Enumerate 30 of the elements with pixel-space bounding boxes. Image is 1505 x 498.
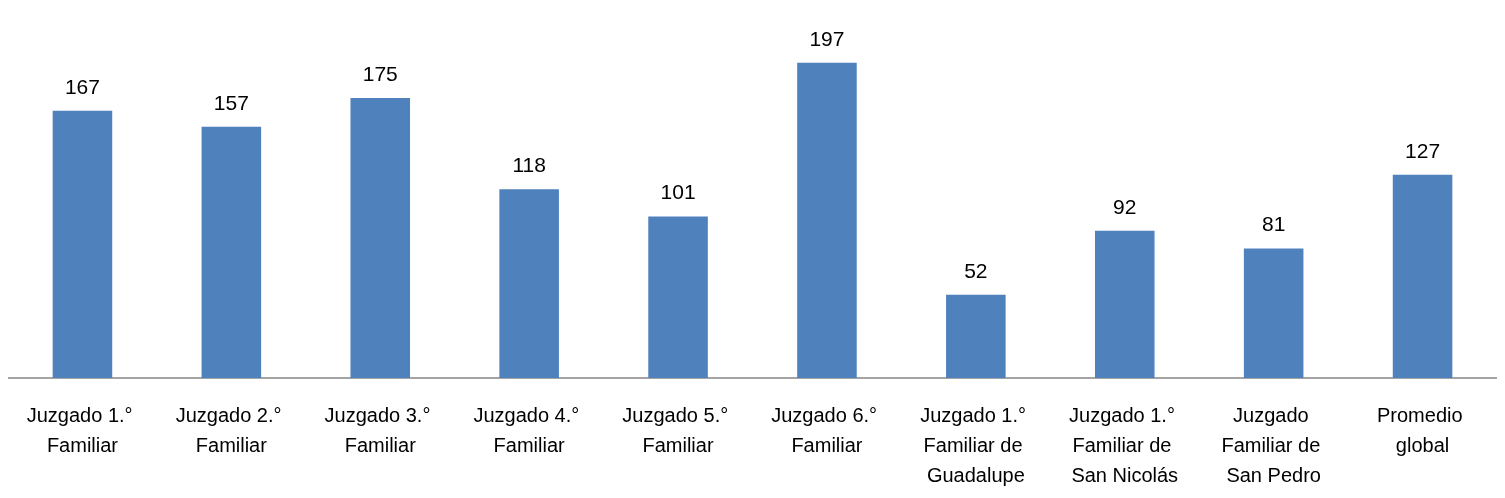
x-tick-label: Juzgado 2.° Familiar bbox=[175, 404, 288, 456]
data-label: 175 bbox=[362, 62, 398, 85]
bar bbox=[201, 126, 262, 378]
bar bbox=[1243, 248, 1304, 378]
x-tick-label: Juzgado 1.° Familiar de Guadalupe bbox=[920, 404, 1032, 486]
data-label: 197 bbox=[809, 26, 845, 50]
data-label: 92 bbox=[1113, 194, 1137, 218]
x-tick-label: Promedio global bbox=[1376, 404, 1469, 456]
x-tick-label: Juzgado 4.° Familiar bbox=[473, 404, 585, 456]
data-label: 157 bbox=[213, 90, 249, 114]
bar bbox=[52, 110, 113, 378]
data-label: 167 bbox=[64, 74, 100, 98]
x-tick-label: Juzgado 6.° Familiar bbox=[771, 404, 883, 456]
bar bbox=[499, 189, 559, 378]
bar bbox=[350, 98, 411, 378]
x-tick-label: Juzgado 5.° Familiar bbox=[622, 404, 734, 456]
bar bbox=[648, 216, 708, 378]
x-tick-label: Juzgado 1.° Familiar bbox=[26, 404, 139, 456]
bar bbox=[797, 62, 857, 378]
data-label: 52 bbox=[964, 258, 988, 282]
x-tick-label: Juzgado 3.° Familiar bbox=[324, 404, 436, 456]
data-label: 101 bbox=[660, 180, 696, 204]
bar bbox=[1392, 174, 1453, 378]
x-tick-label: Juzgado Familiar de San Pedro bbox=[1221, 404, 1326, 486]
data-label: 81 bbox=[1261, 212, 1286, 236]
data-label: 127 bbox=[1405, 138, 1441, 162]
bar bbox=[946, 294, 1006, 378]
data-label: 118 bbox=[512, 153, 546, 177]
bar bbox=[1094, 230, 1155, 378]
x-tick-label: Juzgado 1.° Familiar de San Nicolás bbox=[1069, 404, 1181, 486]
